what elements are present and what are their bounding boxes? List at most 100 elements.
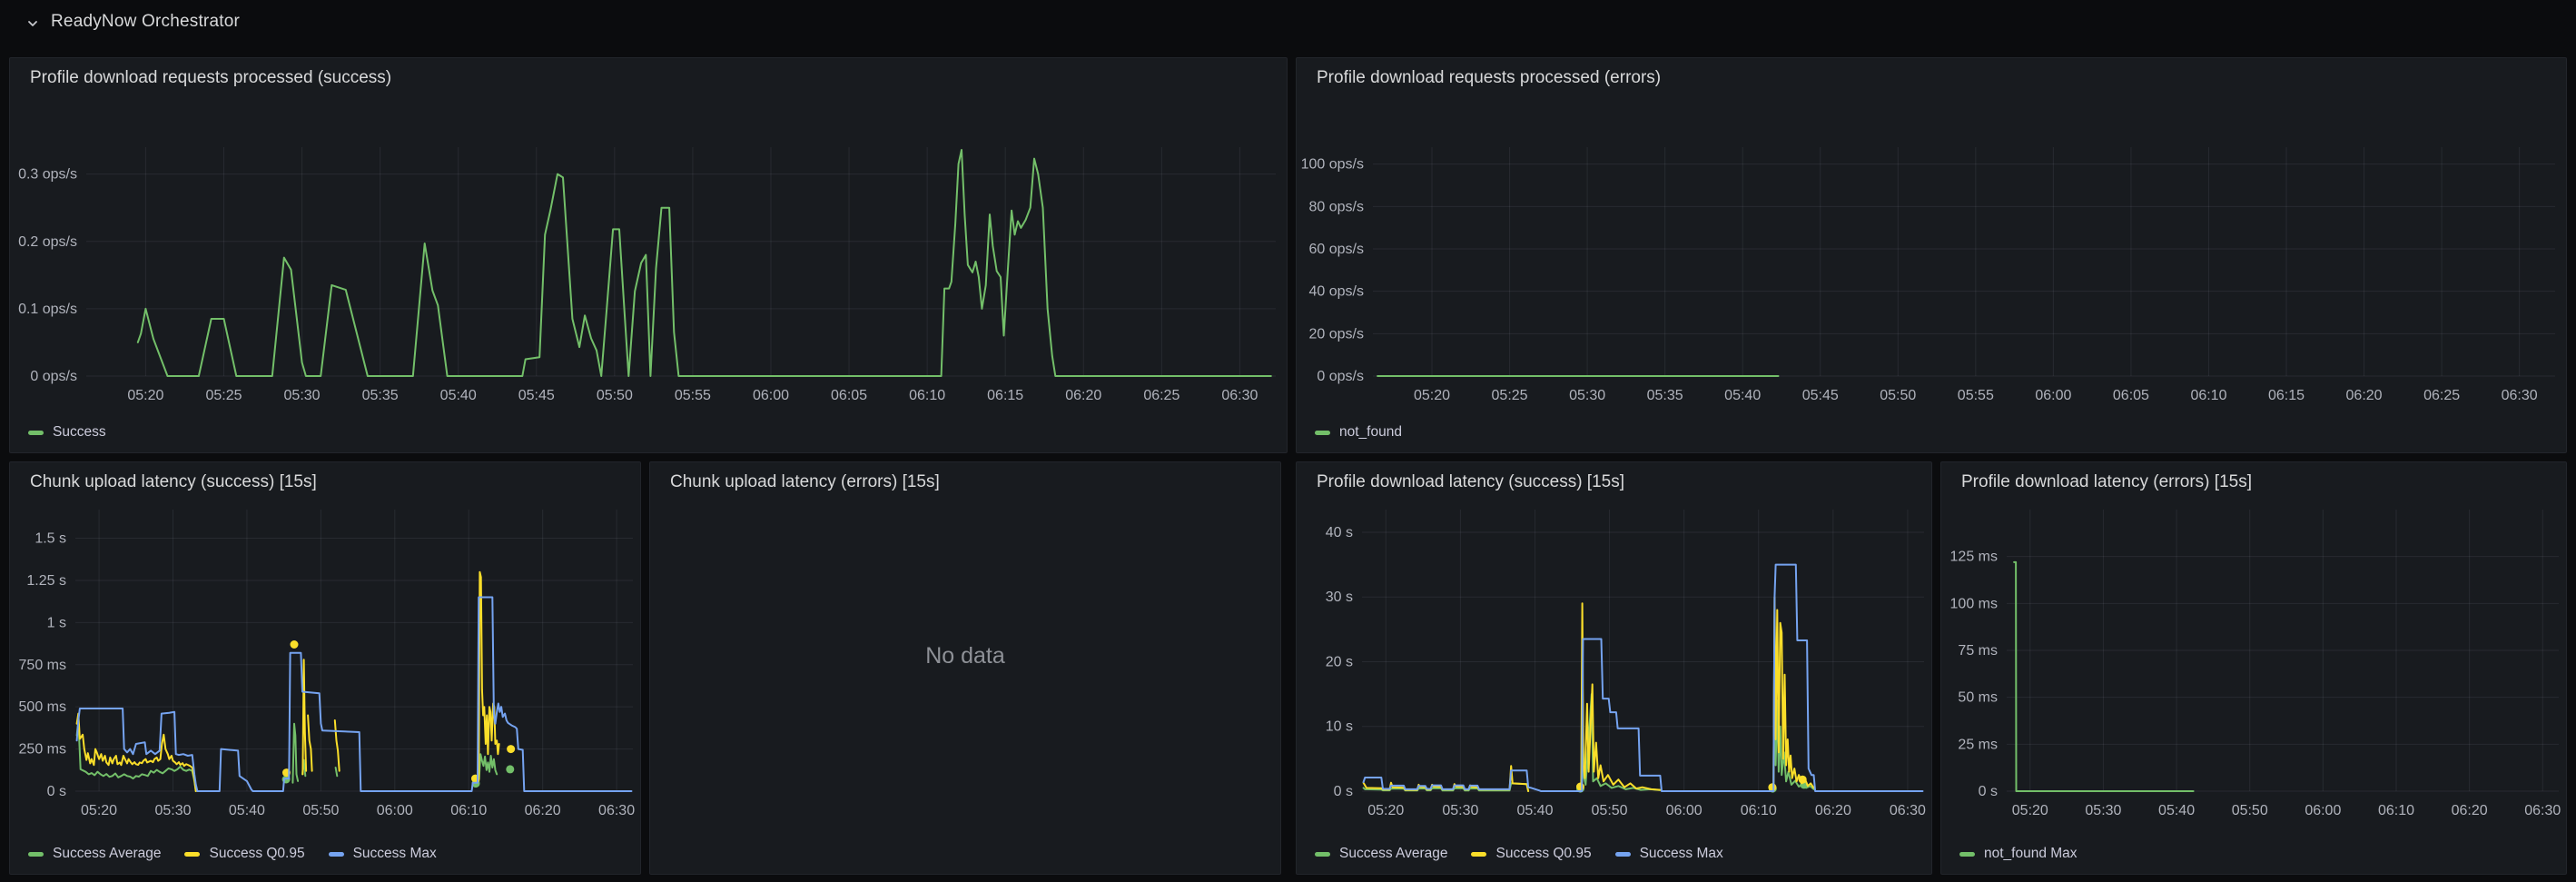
legend-series-swatch-icon xyxy=(1959,851,1975,857)
svg-text:05:45: 05:45 xyxy=(1802,388,1839,403)
legend-series-label: Success Q0.95 xyxy=(1495,846,1592,861)
svg-text:06:10: 06:10 xyxy=(1741,803,1777,818)
svg-text:0 ops/s: 0 ops/s xyxy=(1317,369,1364,384)
svg-text:06:10: 06:10 xyxy=(2378,803,2414,818)
panel-chunk-upload-latency-errors: Chunk upload latency (errors) [15s] No d… xyxy=(649,461,1281,875)
svg-text:500 ms: 500 ms xyxy=(19,699,66,715)
svg-text:05:50: 05:50 xyxy=(302,803,339,818)
svg-text:05:40: 05:40 xyxy=(1516,803,1553,818)
svg-text:05:20: 05:20 xyxy=(2012,803,2048,818)
legend-series-label: Success Average xyxy=(1339,846,1448,861)
svg-text:05:30: 05:30 xyxy=(154,803,191,818)
svg-text:05:30: 05:30 xyxy=(1569,388,1605,403)
legend-item[interactable]: not_found xyxy=(1315,424,1402,441)
svg-text:05:45: 05:45 xyxy=(518,388,555,403)
svg-text:30 s: 30 s xyxy=(1326,590,1353,605)
legend-item[interactable]: not_found Max xyxy=(1959,846,2078,862)
svg-text:05:20: 05:20 xyxy=(81,803,117,818)
svg-text:05:50: 05:50 xyxy=(2232,803,2268,818)
dashboard-row-header: ReadyNow Orchestrator xyxy=(0,0,2576,51)
svg-text:25 ms: 25 ms xyxy=(1958,737,1998,752)
row-title[interactable]: ReadyNow Orchestrator xyxy=(51,12,240,31)
svg-text:0.3 ops/s: 0.3 ops/s xyxy=(18,167,77,183)
svg-text:05:50: 05:50 xyxy=(1880,388,1916,403)
svg-text:06:20: 06:20 xyxy=(2346,388,2383,403)
svg-text:05:20: 05:20 xyxy=(1414,388,1450,403)
panel-title[interactable]: Profile download latency (success) [15s] xyxy=(1317,472,1624,491)
legend-series-label: Success Max xyxy=(1639,846,1723,861)
svg-text:06:00: 06:00 xyxy=(377,803,413,818)
svg-text:40 ops/s: 40 ops/s xyxy=(1309,284,1364,300)
svg-text:06:15: 06:15 xyxy=(987,388,1023,403)
chart-canvas-requests-success[interactable]: 0 ops/s 0.1 ops/s 0.2 ops/s 0.3 ops/s 05:20 0… xyxy=(10,58,1288,454)
svg-text:50 ms: 50 ms xyxy=(1958,690,1998,706)
svg-text:60 ops/s: 60 ops/s xyxy=(1309,242,1364,257)
svg-text:06:20: 06:20 xyxy=(1815,803,1851,818)
svg-text:05:35: 05:35 xyxy=(362,388,399,403)
svg-text:750 ms: 750 ms xyxy=(19,658,66,673)
svg-text:0 s: 0 s xyxy=(1979,784,1998,799)
svg-text:1 s: 1 s xyxy=(47,615,66,630)
legend-series-label: Success Average xyxy=(53,846,162,861)
svg-text:06:20: 06:20 xyxy=(2452,803,2488,818)
legend-item[interactable]: Success Average xyxy=(28,846,161,862)
svg-text:06:10: 06:10 xyxy=(909,388,945,403)
legend-series-swatch-icon xyxy=(28,430,44,435)
legend-series-label: Success xyxy=(53,424,106,440)
legend-item[interactable]: Success xyxy=(28,424,106,441)
svg-text:0.1 ops/s: 0.1 ops/s xyxy=(18,302,77,317)
legend-series-swatch-icon xyxy=(184,851,201,857)
svg-text:06:20: 06:20 xyxy=(525,803,561,818)
svg-text:05:40: 05:40 xyxy=(1724,388,1761,403)
svg-text:05:20: 05:20 xyxy=(1367,803,1404,818)
svg-text:05:40: 05:40 xyxy=(229,803,265,818)
svg-text:06:00: 06:00 xyxy=(2305,803,2341,818)
panel-title[interactable]: Profile download latency (errors) [15s] xyxy=(1961,472,2252,491)
chart-canvas-download-latency-errors[interactable]: 0 s 25 ms 50 ms 75 ms 100 ms 125 ms 05:20 05:30… xyxy=(1941,462,2568,876)
svg-text:06:10: 06:10 xyxy=(2190,388,2226,403)
chart-legend: not_found xyxy=(1315,424,1426,441)
svg-text:05:30: 05:30 xyxy=(284,388,321,403)
legend-series-label: not_found xyxy=(1339,424,1402,440)
svg-text:05:55: 05:55 xyxy=(1958,388,1994,403)
legend-item[interactable]: Success Max xyxy=(1614,846,1723,862)
legend-series-swatch-icon xyxy=(1315,430,1330,435)
svg-text:06:30: 06:30 xyxy=(1221,388,1258,403)
chart-canvas-requests-errors[interactable]: 0 ops/s 20 ops/s 40 ops/s 60 ops/s 80 ops/s 1… xyxy=(1297,58,2568,454)
panel-title[interactable]: Chunk upload latency (errors) [15s] xyxy=(670,472,940,491)
svg-text:06:00: 06:00 xyxy=(1666,803,1703,818)
svg-text:10 s: 10 s xyxy=(1326,719,1353,735)
svg-text:40 s: 40 s xyxy=(1326,525,1353,540)
panel-profile-download-latency-errors: 0 s 25 ms 50 ms 75 ms 100 ms 125 ms 05:20 05:30… xyxy=(1940,461,2567,875)
svg-text:05:40: 05:40 xyxy=(440,388,477,403)
svg-text:20 s: 20 s xyxy=(1326,654,1353,669)
legend-series-label: Success Q0.95 xyxy=(209,846,305,861)
legend-series-swatch-icon xyxy=(28,851,44,857)
legend-item[interactable]: Success Average xyxy=(1315,846,1447,862)
chart-legend: Success Average Success Q0.95 Success Max xyxy=(28,846,460,862)
legend-item[interactable]: Success Q0.95 xyxy=(1471,846,1592,862)
chart-canvas-chunk-latency-success[interactable]: 0 s 250 ms 500 ms 750 ms 1 s 1.25 s 1.5 s 05:20… xyxy=(10,462,642,876)
svg-text:125 ms: 125 ms xyxy=(1950,550,1998,565)
svg-text:1.5 s: 1.5 s xyxy=(35,531,66,547)
legend-item[interactable]: Success Q0.95 xyxy=(184,846,305,862)
legend-series-label: not_found Max xyxy=(1984,846,2078,861)
svg-text:100 ops/s: 100 ops/s xyxy=(1301,157,1364,173)
legend-item[interactable]: Success Max xyxy=(328,846,437,862)
row-collapse-chevron-down-icon[interactable] xyxy=(25,16,40,31)
svg-text:06:25: 06:25 xyxy=(2423,388,2460,403)
svg-text:06:30: 06:30 xyxy=(1890,803,1926,818)
svg-text:1.25 s: 1.25 s xyxy=(26,573,66,589)
panel-title[interactable]: Profile download requests processed (err… xyxy=(1317,68,1662,87)
panel-title[interactable]: Chunk upload latency (success) [15s] xyxy=(30,472,317,491)
svg-text:05:50: 05:50 xyxy=(1592,803,1628,818)
svg-text:0 s: 0 s xyxy=(47,784,66,799)
panel-title[interactable]: Profile download requests processed (suc… xyxy=(30,68,392,87)
chart-legend: not_found Max xyxy=(1959,846,2101,862)
svg-text:06:15: 06:15 xyxy=(2268,388,2305,403)
chart-canvas-download-latency-success[interactable]: 0 s 10 s 20 s 30 s 40 s 05:20 05:30 05:40 05:50 0… xyxy=(1297,462,1933,876)
svg-text:06:05: 06:05 xyxy=(831,388,867,403)
legend-series-swatch-icon xyxy=(1315,851,1330,857)
svg-text:05:40: 05:40 xyxy=(2158,803,2195,818)
legend-series-label: Success Max xyxy=(352,846,437,861)
